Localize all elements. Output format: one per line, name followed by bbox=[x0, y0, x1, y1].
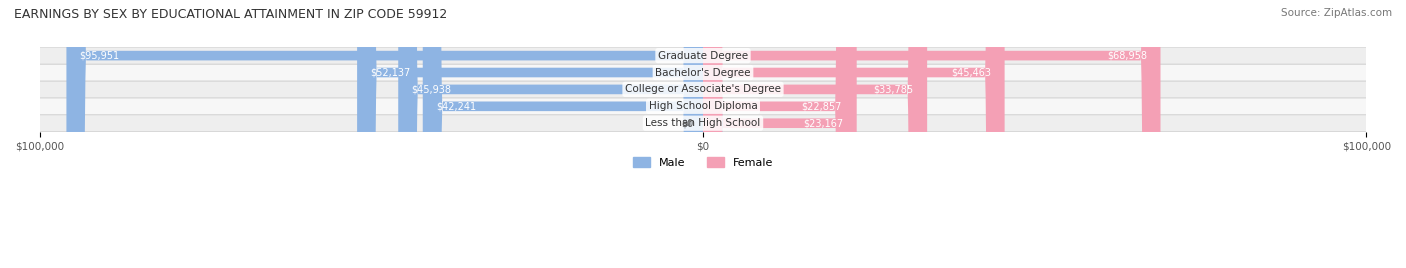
Text: $42,241: $42,241 bbox=[436, 101, 477, 111]
Legend: Male, Female: Male, Female bbox=[628, 153, 778, 173]
Text: Less than High School: Less than High School bbox=[645, 118, 761, 128]
FancyBboxPatch shape bbox=[39, 98, 1367, 115]
Text: $68,958: $68,958 bbox=[1107, 51, 1147, 61]
FancyBboxPatch shape bbox=[39, 47, 1367, 64]
Text: $95,951: $95,951 bbox=[80, 51, 120, 61]
FancyBboxPatch shape bbox=[39, 64, 1367, 81]
FancyBboxPatch shape bbox=[703, 0, 855, 268]
Text: Source: ZipAtlas.com: Source: ZipAtlas.com bbox=[1281, 8, 1392, 18]
FancyBboxPatch shape bbox=[39, 81, 1367, 98]
FancyBboxPatch shape bbox=[66, 0, 703, 268]
FancyBboxPatch shape bbox=[703, 0, 1005, 268]
FancyBboxPatch shape bbox=[423, 0, 703, 268]
Text: Bachelor's Degree: Bachelor's Degree bbox=[655, 68, 751, 77]
FancyBboxPatch shape bbox=[703, 0, 856, 268]
Text: $45,463: $45,463 bbox=[952, 68, 991, 77]
Text: $0: $0 bbox=[681, 118, 693, 128]
FancyBboxPatch shape bbox=[703, 0, 1160, 268]
Text: High School Diploma: High School Diploma bbox=[648, 101, 758, 111]
FancyBboxPatch shape bbox=[683, 0, 723, 268]
FancyBboxPatch shape bbox=[703, 0, 927, 268]
Text: $33,785: $33,785 bbox=[873, 84, 914, 94]
Text: EARNINGS BY SEX BY EDUCATIONAL ATTAINMENT IN ZIP CODE 59912: EARNINGS BY SEX BY EDUCATIONAL ATTAINMEN… bbox=[14, 8, 447, 21]
Text: $52,137: $52,137 bbox=[370, 68, 411, 77]
FancyBboxPatch shape bbox=[398, 0, 703, 268]
Text: $23,167: $23,167 bbox=[803, 118, 844, 128]
FancyBboxPatch shape bbox=[357, 0, 703, 268]
Text: College or Associate's Degree: College or Associate's Degree bbox=[626, 84, 780, 94]
Text: $45,938: $45,938 bbox=[412, 84, 451, 94]
Text: Graduate Degree: Graduate Degree bbox=[658, 51, 748, 61]
Text: $22,857: $22,857 bbox=[801, 101, 841, 111]
FancyBboxPatch shape bbox=[39, 115, 1367, 132]
